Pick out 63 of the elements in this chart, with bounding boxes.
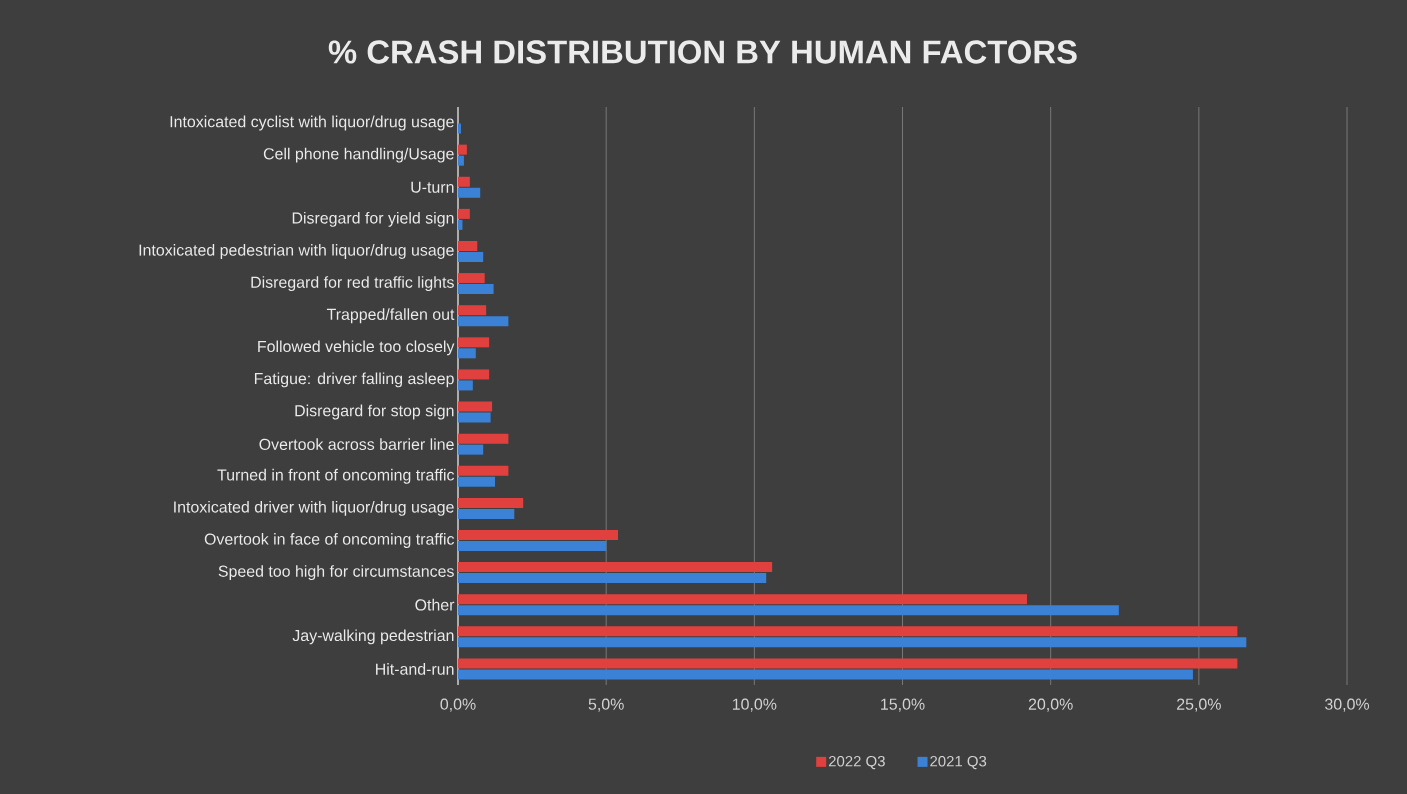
y-tick-label: Disregard for stop sign xyxy=(295,404,454,420)
x-tick-label: 10,0% xyxy=(732,698,777,712)
x-tick-label: 5,0% xyxy=(588,698,624,712)
bar xyxy=(458,444,484,455)
y-tick-label: Jay-walking pedestrian xyxy=(292,629,454,645)
x-tick-label: 15,0% xyxy=(881,698,925,712)
bar xyxy=(458,465,509,476)
bar xyxy=(458,305,487,316)
bar xyxy=(458,573,767,584)
bar xyxy=(458,219,463,230)
bar xyxy=(458,337,490,348)
y-tick-label: Other xyxy=(415,598,455,611)
bar xyxy=(458,412,491,423)
bar xyxy=(458,380,473,391)
y-tick-label: U-turn xyxy=(411,181,454,193)
bar xyxy=(458,497,524,508)
bar xyxy=(458,240,478,251)
bar xyxy=(458,144,467,155)
bar xyxy=(458,123,461,134)
bar xyxy=(458,155,464,166)
bar xyxy=(458,433,509,444)
bar xyxy=(458,187,481,198)
bar xyxy=(458,316,509,327)
x-tick-label: 0,0% xyxy=(440,698,476,712)
bar xyxy=(458,348,476,359)
bar xyxy=(458,508,515,519)
y-tick-label: Disregard for red traffic lights xyxy=(251,276,454,292)
bar xyxy=(458,669,1193,680)
bar xyxy=(458,369,490,380)
bar xyxy=(458,626,1238,637)
y-tick-label: Overtook across barrier line xyxy=(259,438,454,451)
bar xyxy=(458,605,1119,616)
bar xyxy=(458,401,493,412)
y-tick-label: Disregard for yield sign xyxy=(292,211,454,227)
legend-label: 2021 Q3 xyxy=(930,755,987,770)
y-tick-label: Hit-and-run xyxy=(376,663,454,675)
y-tick-label: Cell phone handling/Usage xyxy=(263,147,454,163)
y-tick-label: Intoxicated cyclist with liquor/drug usage xyxy=(170,115,454,131)
chart-title: % CRASH DISTRIBUTION BY HUMAN FACTORS xyxy=(328,40,1077,64)
legend-label: 2022 Q3 xyxy=(828,755,885,770)
bar xyxy=(458,594,1027,605)
y-tick-label: Fatigue: driver falling asleep xyxy=(254,372,454,388)
bar xyxy=(458,562,773,573)
y-tick-label: Followed vehicle too closely xyxy=(258,340,455,356)
y-tick-label: Trapped/fallen out xyxy=(326,308,455,324)
bar xyxy=(458,273,485,284)
bar xyxy=(458,284,494,295)
x-tick-label: 20,0% xyxy=(1028,698,1073,712)
y-tick-label: Overtook in face of oncoming traffic xyxy=(204,533,455,548)
x-tick-label: 30,0% xyxy=(1325,698,1370,712)
y-tick-label: Speed too high for circumstances xyxy=(218,565,454,581)
bar xyxy=(458,637,1247,648)
bar xyxy=(458,658,1238,669)
y-tick-label: Intoxicated pedestrian with liquor/drug usage xyxy=(139,244,454,259)
bar xyxy=(458,529,619,540)
y-tick-label: Intoxicated driver with liquor/drug usage xyxy=(174,500,454,516)
bar xyxy=(458,208,470,219)
bar xyxy=(458,476,496,487)
y-tick-label: Turned in front of oncoming traffic xyxy=(217,468,455,484)
bar xyxy=(458,541,607,551)
bar xyxy=(458,176,470,187)
x-tick-label: 25,0% xyxy=(1177,698,1221,712)
bar xyxy=(458,251,484,262)
